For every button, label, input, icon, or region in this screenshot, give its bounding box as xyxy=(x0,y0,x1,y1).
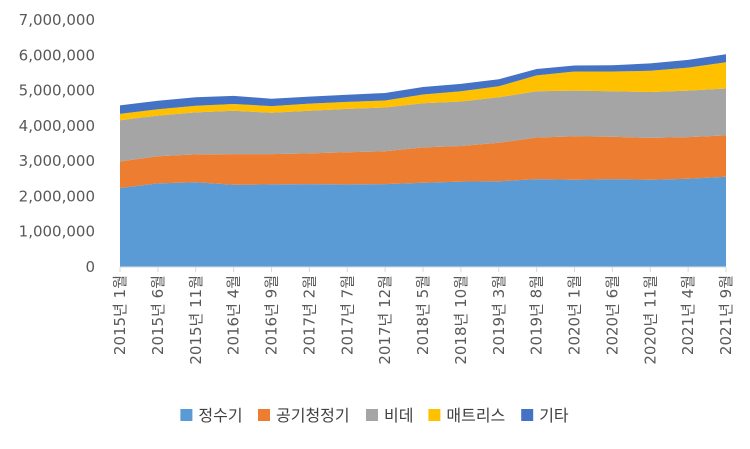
area-series-5 xyxy=(120,54,726,114)
y-tick-label: 6,000,000 xyxy=(19,46,95,64)
y-tick-label: 4,000,000 xyxy=(19,117,95,135)
legend-swatch xyxy=(428,409,441,421)
legend-label: 비데 xyxy=(384,406,413,425)
area-series-4 xyxy=(120,62,726,121)
x-tick-label: 2015년 1월 xyxy=(111,275,129,355)
x-tick-label: 2020년 11월 xyxy=(641,275,659,365)
y-tick-label: 5,000,000 xyxy=(19,82,95,100)
legend-swatch xyxy=(258,409,270,421)
area-series-group xyxy=(120,54,726,267)
x-tick-label: 2019년 3월 xyxy=(490,275,508,355)
x-tick-label: 2017년 12월 xyxy=(376,275,394,365)
y-tick-label: 1,000,000 xyxy=(19,223,95,241)
legend-label: 매트리스 xyxy=(446,406,505,425)
legend: 정수기 공기청정기 비데 매트리스 기타 xyxy=(180,406,569,425)
x-tick-label: 2017년 2월 xyxy=(300,275,318,355)
area-series-2 xyxy=(120,135,726,188)
area-series-1 xyxy=(120,176,726,267)
x-tick-label: 2018년 5월 xyxy=(414,275,432,355)
y-axis: 0 1,000,000 2,000,000 3,000,000 4,000,000 5,0… xyxy=(19,11,95,276)
x-tick-label: 2018년 10월 xyxy=(452,275,470,365)
area-series-3 xyxy=(120,88,726,162)
legend-swatch xyxy=(180,409,193,421)
legend-swatch xyxy=(521,409,534,421)
x-tick-label: 2020년 1월 xyxy=(566,275,584,355)
y-tick-label: 3,000,000 xyxy=(19,152,95,170)
x-tick-label: 2016년 9월 xyxy=(263,275,281,355)
legend-label: 공기청정기 xyxy=(276,406,350,425)
y-tick-label: 0 xyxy=(85,258,95,276)
x-tick-label: 2021년 4월 xyxy=(679,275,697,355)
x-tick-label: 2017년 7월 xyxy=(338,275,356,355)
x-tick-label: 2019년 8월 xyxy=(528,275,546,355)
x-tick-label: 2021년 9월 xyxy=(717,275,735,355)
x-tick-label: 2020년 6월 xyxy=(603,275,621,355)
x-tick-label: 2015년 11월 xyxy=(187,275,205,365)
x-axis: 2015년 1월 2015년 6월 2015년 11월 2016년 4월 2016년 9… xyxy=(111,266,735,365)
legend-swatch xyxy=(366,409,378,421)
x-tick-label: 2016년 4월 xyxy=(225,275,243,355)
legend-label: 정수기 xyxy=(198,406,242,425)
x-tick-label: 2015년 6월 xyxy=(149,275,167,355)
legend-label: 기타 xyxy=(539,406,569,425)
y-tick-label: 2,000,000 xyxy=(19,187,95,205)
y-tick-label: 7,000,000 xyxy=(19,11,95,29)
